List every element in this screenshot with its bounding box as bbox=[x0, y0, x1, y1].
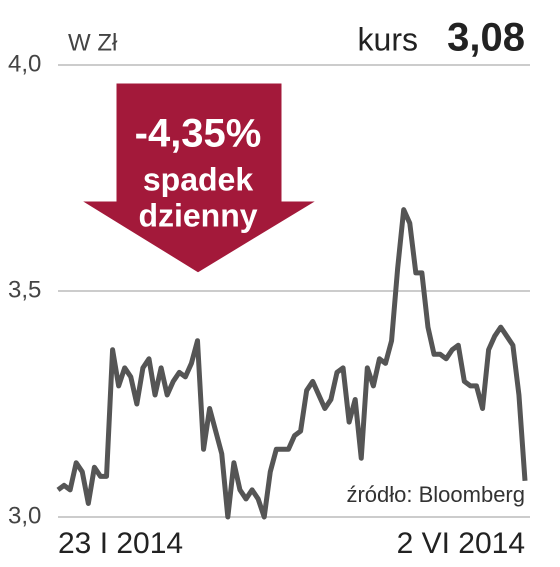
y-tick-label: 4,0 bbox=[8, 50, 41, 77]
price-value: 3,08 bbox=[447, 16, 525, 60]
x-tick-label: 23 I 2014 bbox=[58, 527, 183, 560]
y-tick-label: 3,0 bbox=[8, 502, 41, 529]
x-tick-label: 2 VI 2014 bbox=[397, 527, 525, 560]
y-tick-label: 3,5 bbox=[8, 276, 41, 303]
source-note: źródło: Bloomberg bbox=[346, 482, 525, 507]
change-badge: -4,35% spadek dzienny bbox=[72, 80, 326, 276]
price-line bbox=[56, 207, 528, 520]
unit-label: W Zł bbox=[68, 29, 118, 56]
change-value: -4,35% bbox=[135, 112, 262, 156]
change-caption: dzienny bbox=[138, 197, 257, 233]
plot-area: 3,0 3,5 4,0 23 I 2014 2 VI 2014 bbox=[8, 50, 530, 560]
price-caption: kurs bbox=[358, 21, 418, 57]
badge-arrow bbox=[72, 80, 326, 276]
change-caption: spadek bbox=[143, 161, 253, 197]
